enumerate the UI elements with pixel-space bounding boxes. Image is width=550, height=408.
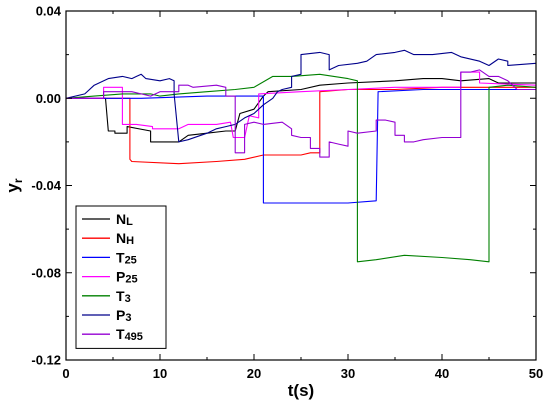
legend-label-t495: T495	[116, 326, 143, 343]
series-line-p25	[66, 71, 536, 139]
x-tick-label: 0	[62, 366, 69, 381]
y-tick-label: -0.12	[31, 353, 61, 368]
legend-label-t25: T25	[116, 249, 137, 266]
series-line-p3	[66, 49, 536, 143]
x-tick-label: 20	[247, 366, 261, 381]
y-axis-title-sub: r	[11, 178, 25, 183]
legend-label-nl: NL	[116, 211, 133, 228]
x-axis-title: t(s)	[288, 381, 314, 400]
series-line-t495	[66, 69, 536, 158]
legend-label-t3: T3	[116, 288, 131, 305]
series-line-nh	[66, 86, 536, 165]
y-tick-label: -0.08	[31, 265, 61, 280]
y-tick-label: 0.04	[36, 4, 62, 19]
legend-label-nh: NH	[116, 230, 134, 247]
y-tick-label: 0.00	[36, 91, 61, 106]
y-axis-title: yr	[3, 178, 25, 192]
series-line-t3	[66, 73, 536, 263]
legend-label-p3: P3	[116, 307, 131, 324]
x-tick-label: 50	[529, 366, 543, 381]
x-tick-label: 30	[341, 366, 355, 381]
x-tick-label: 10	[153, 366, 167, 381]
y-axis-title-main: y	[3, 183, 22, 193]
legend: NL NH T25 P25 T3 P3 T495	[75, 205, 167, 349]
axes-layer: 0 10 20 30 40 50 -0.12 -0.08 -0.04 0.00 0.04	[31, 4, 543, 382]
x-tick-label: 40	[435, 366, 449, 381]
y-tick-label: -0.04	[31, 178, 61, 193]
legend-label-p25: P25	[116, 269, 138, 286]
series-layer	[66, 49, 536, 263]
